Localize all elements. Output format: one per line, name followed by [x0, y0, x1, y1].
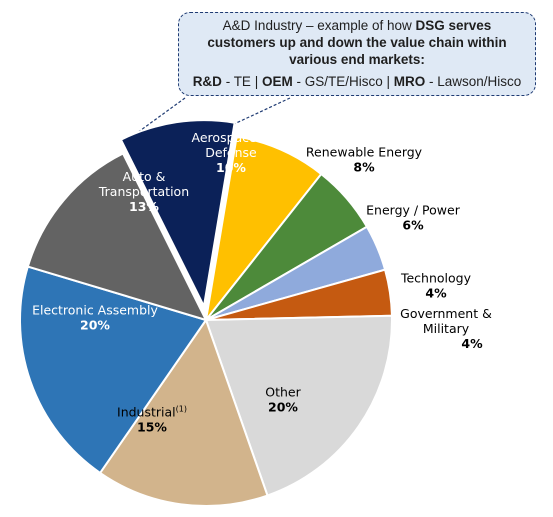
callout-line-1: A&D Industry – example of how DSG serves — [179, 17, 535, 34]
pie-slice-auto-transportation — [26, 152, 208, 322]
callout-line-1-text: A&D Industry – example of how — [222, 18, 416, 33]
callout-oem-label: OEM — [261, 74, 293, 89]
pie-label-energy-power: Energy / Power 6% — [366, 203, 461, 233]
pie-label-renewable-energy: Renewable Energy 8% — [306, 145, 423, 175]
pie-slice-industrial — [98, 317, 269, 507]
pie-label-industrial: Industrial(1) 15% — [117, 405, 187, 435]
callout-value-chain: R&D - TE | OEM - GS/TE/Hisco | MRO - Law… — [179, 73, 535, 90]
pie-label-auto-transportation: Auto & Transportation 13% — [98, 169, 189, 214]
callout-line-3: various end markets: — [179, 51, 535, 68]
callout-mro-label: MRO — [393, 74, 426, 89]
pie-label-other: Other 20% — [265, 385, 301, 415]
callout-rd-label: R&D — [192, 74, 222, 89]
pie-label-technology: Technology 4% — [400, 271, 472, 301]
pie-slice-renewable-energy — [205, 135, 323, 321]
pie-slice-aerospace-defense — [119, 119, 236, 310]
callout-line-2-bold: customers up and down the value chain wi… — [207, 35, 507, 50]
pie-label-electronic-assembly: Electronic Assembly 20% — [32, 303, 158, 333]
pie-slice-electronic-assembly — [19, 265, 208, 475]
pie-label-government-military: Government & Military 4% — [400, 306, 492, 351]
callout-oem-value: - GS/TE/Hisco | — [292, 74, 394, 89]
callout-line-2: customers up and down the value chain wi… — [179, 34, 535, 51]
pie-label-aerospace-defense: Aerospace & Defense 10% — [192, 130, 271, 175]
callout-rd-value: - TE | — [221, 74, 262, 89]
pie-slices — [19, 119, 393, 507]
pie-labels: Aerospace & Defense 10% Renewable Energy 8% E… — [32, 130, 492, 435]
callout-line-1-bold: DSG serves — [415, 18, 492, 33]
callout-mro-value: - Lawson/Hisco — [425, 74, 522, 89]
callout-line-3-bold: various end markets: — [289, 52, 425, 67]
callout-box: A&D Industry – example of how DSG serves… — [178, 12, 536, 96]
